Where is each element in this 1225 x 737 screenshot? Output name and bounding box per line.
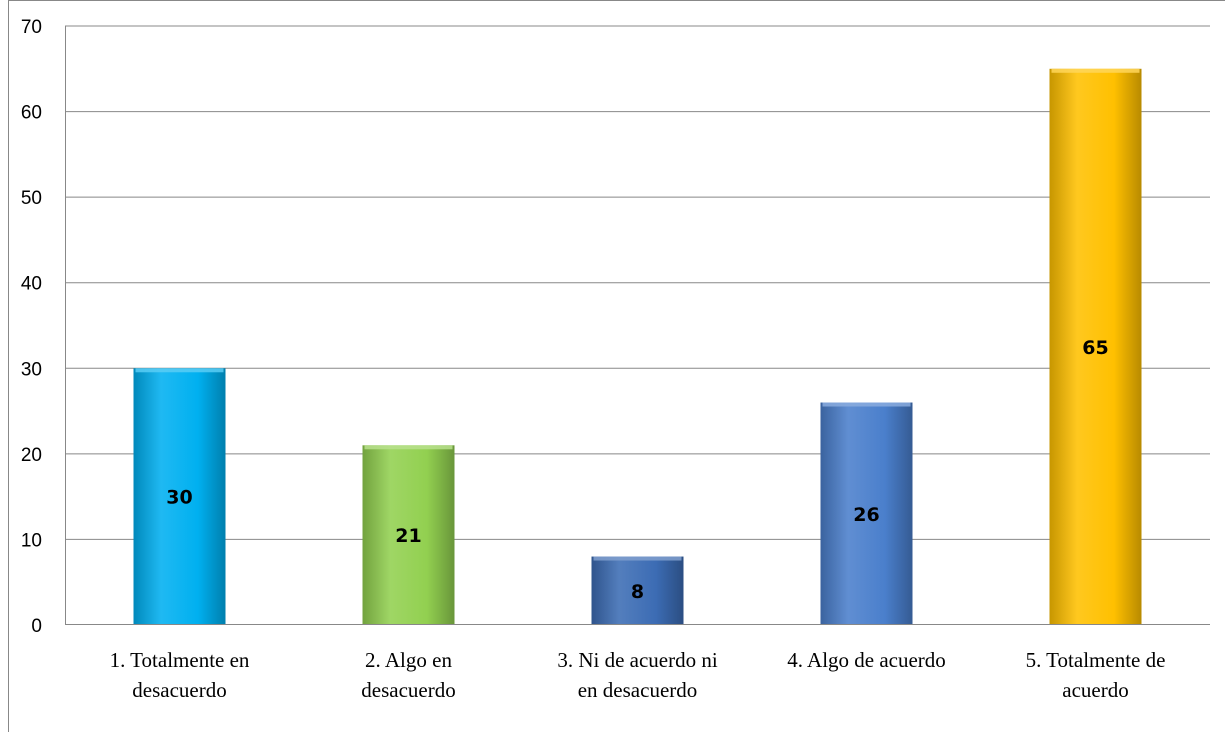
x-axis-labels: 1. Totalmente en desacuerdo 2. Algo en desa… [110,648,1166,702]
bar [820,402,913,625]
data-label: 21 [395,525,421,547]
data-label: 65 [1082,337,1108,359]
bar-top-highlight [593,556,682,561]
data-labels: 30 21 8 26 65 [166,337,1108,603]
y-tick-label: 30 [21,359,42,380]
x-category-label: desacuerdo [132,678,226,702]
x-category-label: desacuerdo [361,678,455,702]
bars [133,68,1142,626]
bar [362,445,455,625]
x-category-label: en desacuerdo [578,678,698,702]
bar-top-highlight [135,368,224,373]
bar [591,556,684,625]
bar-top-highlight [1051,68,1140,73]
y-tick-label: 60 [21,103,42,124]
bar [133,368,226,625]
x-category-label: 5. Totalmente de [1026,648,1166,672]
bar-top-highlight [364,445,453,450]
x-category-label: 1. Totalmente en [110,648,250,672]
bar [1049,68,1142,626]
x-category-label: 3. Ni de acuerdo ni [557,648,718,672]
data-label: 30 [166,487,192,509]
y-tick-label: 40 [21,274,42,295]
y-tick-label: 0 [31,616,42,637]
y-tick-label: 20 [21,445,42,466]
data-label: 8 [631,581,644,603]
x-category-label: 4. Algo de acuerdo [787,648,946,672]
bar-top-highlight [822,402,911,407]
y-axis-ticks: 0 10 20 30 40 50 60 70 [21,17,42,637]
gridlines [65,25,1210,540]
y-tick-label: 50 [21,188,42,209]
y-tick-label: 10 [21,530,42,551]
x-category-label: acuerdo [1062,678,1128,702]
y-tick-label: 70 [21,17,42,38]
data-label: 26 [853,504,879,526]
x-category-label: 2. Algo en [365,648,452,672]
